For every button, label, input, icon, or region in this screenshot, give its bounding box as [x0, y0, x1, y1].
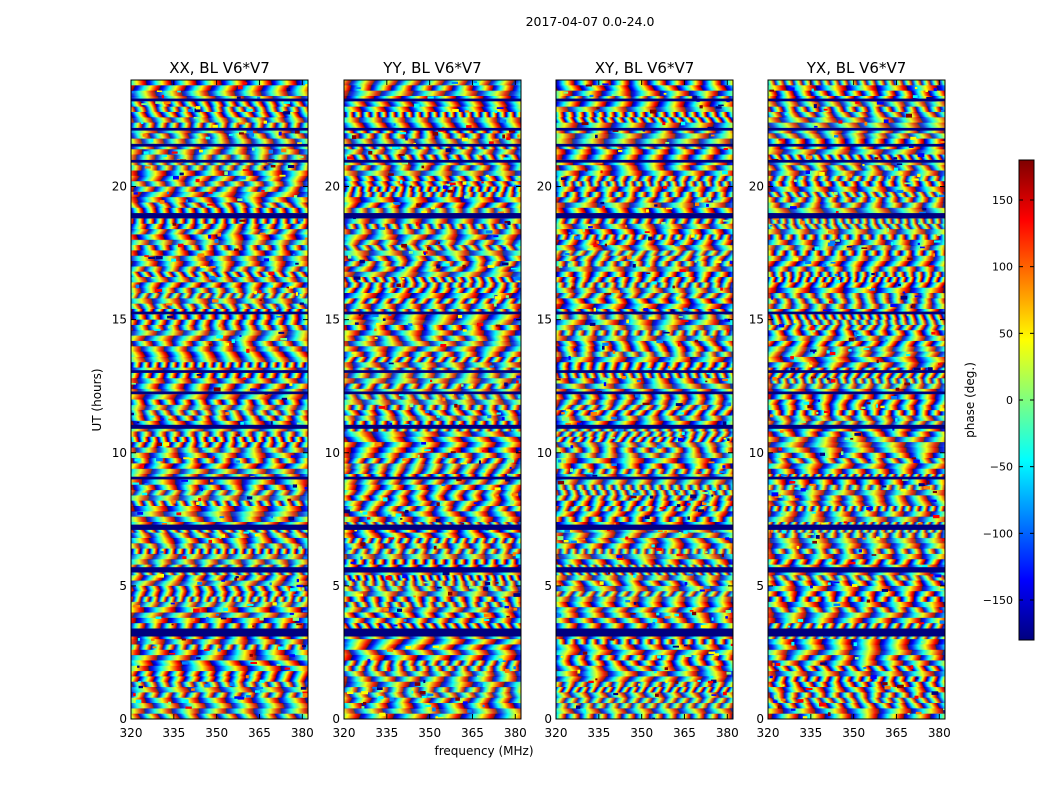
panel-title: YX, BL V6*V7	[806, 59, 907, 77]
x-tick-label: 320	[757, 726, 780, 740]
y-tick-label: 5	[119, 579, 127, 593]
x-axis-label: frequency (MHz)	[434, 744, 533, 758]
y-tick-label: 20	[112, 180, 127, 194]
colorbar-tick-label: −50	[990, 461, 1013, 474]
x-tick-label: 350	[630, 726, 653, 740]
colorbar: 150 100 50 0 −50 −100 −150	[983, 159, 1035, 641]
panel-frame	[767, 79, 946, 720]
x-tick-label: 335	[587, 726, 610, 740]
y-tick-label: 5	[756, 579, 764, 593]
x-tick-label: 320	[120, 726, 143, 740]
x-tick-label: 365	[673, 726, 696, 740]
x-tick-label: 350	[205, 726, 228, 740]
x-tick-label: 380	[928, 726, 951, 740]
panel-4: YX, BL V6*V7 320 335 350 365 380 0 5 10 15 20	[749, 59, 951, 740]
phase-heatmap	[556, 80, 733, 719]
x-tick-label: 350	[418, 726, 441, 740]
panel-frame	[555, 79, 734, 720]
x-tick-label: 365	[248, 726, 271, 740]
x-tick-label: 350	[842, 726, 865, 740]
phase-heatmap	[768, 80, 945, 719]
y-tick-label: 10	[537, 446, 552, 460]
y-tick-label: 5	[332, 579, 340, 593]
phase-heatmap	[131, 80, 308, 719]
colorbar-tick-label: −150	[983, 594, 1013, 607]
y-tick-label: 20	[749, 180, 764, 194]
y-tick-label: 20	[325, 180, 340, 194]
panel-1: XX, BL V6*V7 320 335 350 365 380 0 5 10 15 20	[112, 59, 314, 740]
panel-frame	[130, 79, 309, 720]
y-tick-label: 0	[544, 712, 552, 726]
y-tick-label: 15	[749, 313, 764, 327]
panel-title: YY, BL V6*V7	[382, 59, 481, 77]
panel-frame	[343, 79, 522, 720]
x-tick-label: 380	[716, 726, 739, 740]
x-tick-label: 335	[799, 726, 822, 740]
x-tick-label: 380	[504, 726, 527, 740]
x-tick-label: 335	[375, 726, 398, 740]
y-axis-label: UT (hours)	[90, 368, 104, 431]
phase-heatmap	[344, 80, 521, 719]
y-tick-label: 0	[119, 712, 127, 726]
y-tick-label: 0	[332, 712, 340, 726]
y-tick-label: 5	[544, 579, 552, 593]
colorbar-tick-label: 50	[999, 327, 1013, 340]
y-tick-label: 20	[537, 180, 552, 194]
chart-suptitle: 2017-04-07 0.0-24.0	[526, 14, 655, 29]
y-tick-label: 10	[749, 446, 764, 460]
x-tick-label: 365	[461, 726, 484, 740]
colorbar-tick-label: −100	[983, 527, 1013, 540]
x-tick-label: 335	[162, 726, 185, 740]
y-tick-label: 15	[112, 313, 127, 327]
y-tick-label: 10	[325, 446, 340, 460]
y-tick-label: 10	[112, 446, 127, 460]
x-tick-label: 380	[291, 726, 314, 740]
x-tick-label: 365	[885, 726, 908, 740]
y-tick-label: 0	[756, 712, 764, 726]
x-tick-label: 320	[333, 726, 356, 740]
panel-3: XY, BL V6*V7 320 335 350 365 380 0 5 10 15 20	[537, 59, 739, 740]
y-tick-label: 15	[537, 313, 552, 327]
colorbar-tick-label: 0	[1006, 394, 1013, 407]
panel-title: XX, BL V6*V7	[169, 59, 270, 77]
colorbar-tick-label: 100	[992, 261, 1013, 274]
y-tick-label: 15	[325, 313, 340, 327]
x-tick-label: 320	[545, 726, 568, 740]
panel-2: YY, BL V6*V7 320 335 350 365 380 0 5 10 15 20	[325, 59, 527, 740]
colorbar-label: phase (deg.)	[963, 362, 977, 438]
panel-title: XY, BL V6*V7	[595, 59, 695, 77]
colorbar-tick-label: 150	[992, 194, 1013, 207]
